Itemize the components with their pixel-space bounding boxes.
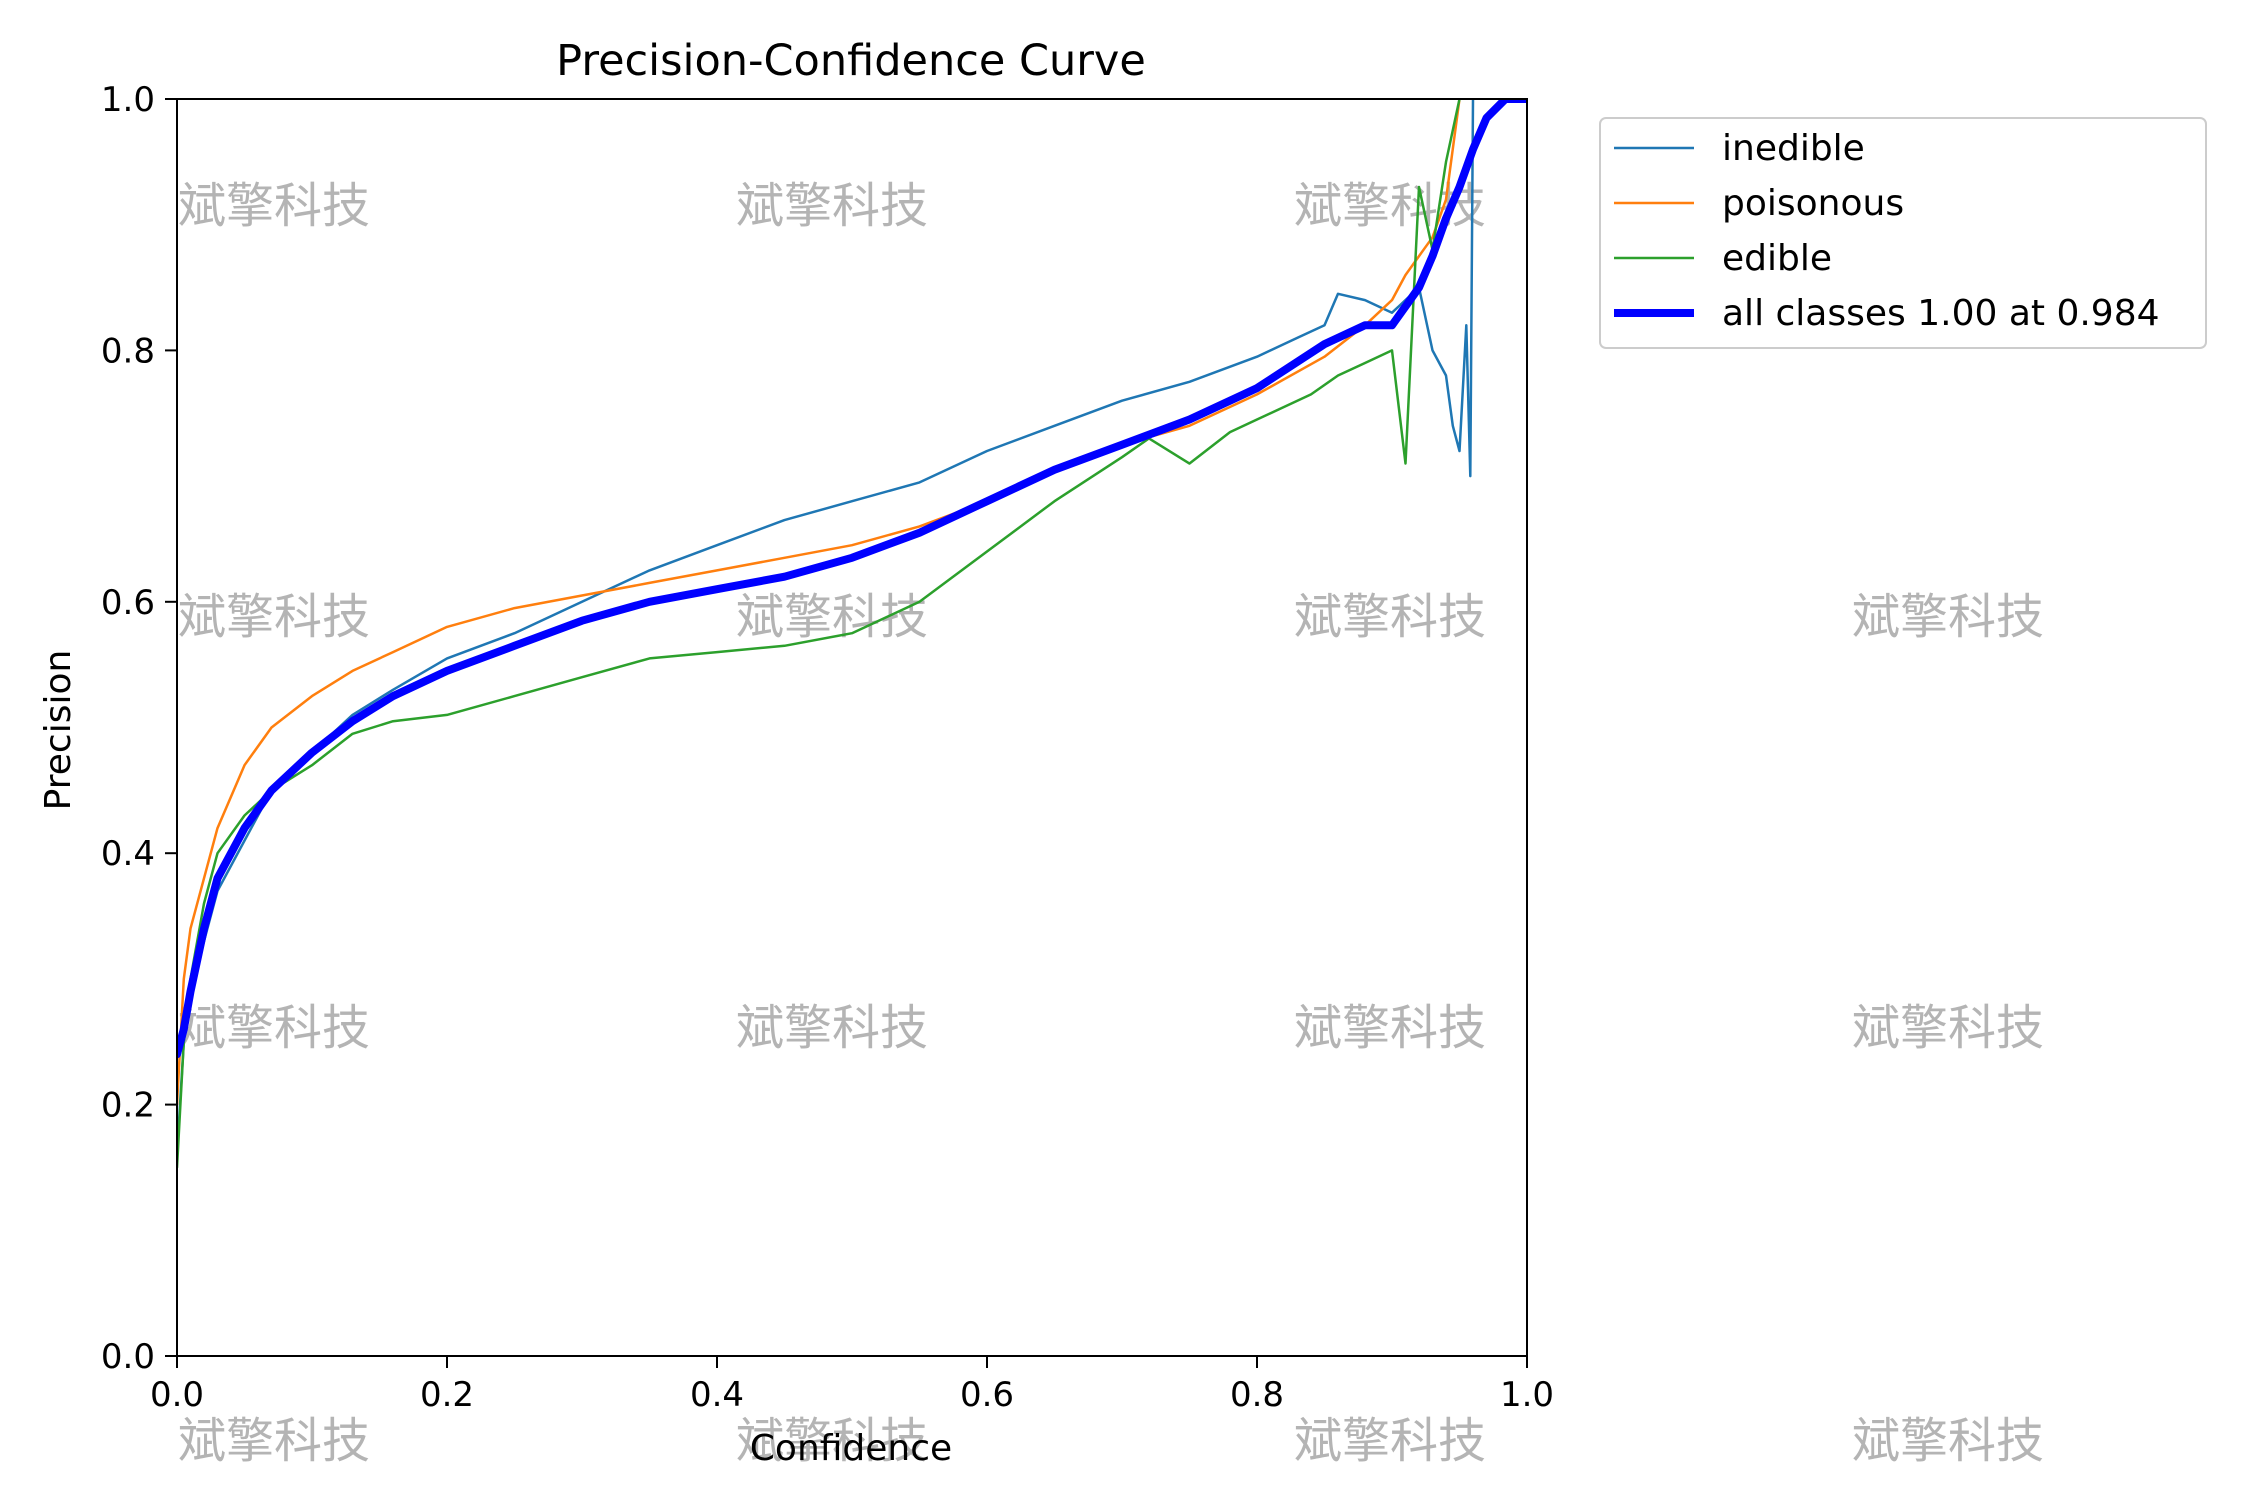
watermark-text-14: 斌擎科技 <box>1294 1413 1486 1469</box>
legend-label-0: inedible <box>1722 128 1865 169</box>
plot-frame <box>176 98 1528 1357</box>
legend-label-3: all classes 1.00 at 0.984 <box>1722 293 2160 334</box>
y-axis-label: Precision <box>38 650 79 811</box>
y-tick-label-5: 1.0 <box>101 80 155 120</box>
watermark-text-12: 斌擎科技 <box>178 1413 370 1469</box>
y-tick-label-2: 0.4 <box>101 834 155 874</box>
legend-label-1: poisonous <box>1722 183 1904 224</box>
x-tick-label-3: 0.6 <box>960 1375 1014 1415</box>
chart-title: Precision-Confidence Curve <box>556 36 1146 86</box>
x-tick-label-2: 0.4 <box>690 1375 744 1415</box>
watermark-text-1: 斌擎科技 <box>736 178 928 234</box>
x-tick-label-1: 0.2 <box>420 1375 474 1415</box>
watermark-text-15: 斌擎科技 <box>1852 1413 2044 1469</box>
x-tick-label-5: 1.0 <box>1500 1375 1554 1415</box>
y-tick-label-4: 0.8 <box>101 331 155 371</box>
watermark-text-4: 斌擎科技 <box>178 589 370 645</box>
watermark-text-6: 斌擎科技 <box>1294 589 1486 645</box>
y-tick-label-1: 0.2 <box>101 1086 155 1126</box>
series-layer <box>177 99 1527 1169</box>
watermark-text-9: 斌擎科技 <box>736 1000 928 1056</box>
legend: inedible poisonous edible all classes 1.00 … <box>1599 117 2207 349</box>
watermark-text-8: 斌擎科技 <box>178 1000 370 1056</box>
y-tick-label-3: 0.6 <box>101 583 155 623</box>
x-axis-label: Confidence <box>750 1428 952 1469</box>
watermark-text-11: 斌擎科技 <box>1852 1000 2044 1056</box>
x-tick-label-0: 0.0 <box>150 1375 204 1415</box>
series-line-all <box>177 99 1527 1059</box>
watermark-text-7: 斌擎科技 <box>1852 589 2044 645</box>
legend-box <box>1599 117 2207 349</box>
watermark-text-0: 斌擎科技 <box>178 178 370 234</box>
watermark-text-10: 斌擎科技 <box>1294 1000 1486 1056</box>
y-axis: 0.0 0.2 0.4 0.6 0.8 1.0 <box>101 80 177 1377</box>
series-line-poisonous <box>177 99 1461 1106</box>
legend-label-2: edible <box>1722 238 1832 279</box>
x-tick-label-4: 0.8 <box>1230 1375 1284 1415</box>
watermark-text-13: 斌擎科技 <box>736 1413 928 1469</box>
x-axis: 0.0 0.2 0.4 0.6 0.8 1.0 <box>150 1356 1554 1415</box>
y-tick-label-0: 0.0 <box>101 1337 155 1377</box>
